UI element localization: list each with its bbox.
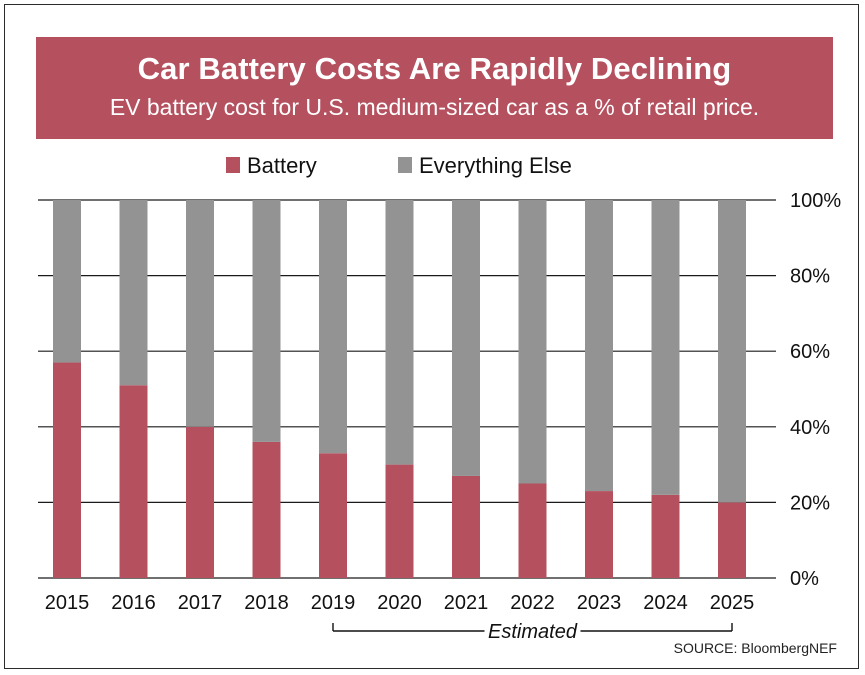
x-tick-label: 2017 xyxy=(178,592,223,614)
bar-everything-else-2020 xyxy=(385,200,414,465)
bar-everything-else-2016 xyxy=(119,200,148,386)
bar-everything-else-2025 xyxy=(718,200,746,503)
bar-battery-2024 xyxy=(651,494,680,578)
title-banner: Car Battery Costs Are Rapidly Declining … xyxy=(36,37,833,139)
bar-battery-2023 xyxy=(585,491,613,578)
bar-battery-2022 xyxy=(518,483,547,578)
bar-everything-else-2023 xyxy=(585,200,613,492)
bar-everything-else-2018 xyxy=(252,200,281,442)
bar-everything-else-2017 xyxy=(186,200,214,427)
chart-title: Car Battery Costs Are Rapidly Declining xyxy=(137,51,732,86)
legend-label-everything-else: Everything Else xyxy=(419,153,572,178)
legend-swatch-battery xyxy=(226,157,240,173)
x-tick-label: 2025 xyxy=(710,592,755,614)
bar-battery-2015 xyxy=(53,362,81,578)
bar-battery-2020 xyxy=(385,464,414,578)
bar-battery-2016 xyxy=(119,385,148,578)
x-tick-label: 2023 xyxy=(577,592,622,614)
y-tick-label: 0% xyxy=(790,568,819,590)
source-note: SOURCE: BloombergNEF xyxy=(673,640,837,656)
bar-everything-else-2022 xyxy=(518,200,547,484)
chart-subtitle: EV battery cost for U.S. medium-sized ca… xyxy=(109,94,760,120)
y-tick-label: 20% xyxy=(790,492,830,514)
bar-everything-else-2024 xyxy=(651,200,680,495)
x-tick-label: 2016 xyxy=(111,592,156,614)
bar-battery-2018 xyxy=(252,441,281,578)
y-tick-label: 80% xyxy=(790,266,830,288)
estimated-label: Estimated xyxy=(488,621,578,643)
y-tick-label: 60% xyxy=(790,341,830,363)
x-tick-label: 2018 xyxy=(244,592,289,614)
bar-battery-2019 xyxy=(319,453,347,578)
bar-battery-2025 xyxy=(718,502,746,578)
x-tick-label: 2022 xyxy=(510,592,555,614)
y-tick-label: 40% xyxy=(790,417,830,439)
bar-battery-2017 xyxy=(186,426,214,578)
bar-everything-else-2021 xyxy=(452,200,480,476)
y-tick-label: 100% xyxy=(790,190,841,212)
bar-everything-else-2019 xyxy=(319,200,347,454)
x-tick-label: 2019 xyxy=(311,592,356,614)
x-tick-label: 2020 xyxy=(377,592,422,614)
x-tick-label: 2015 xyxy=(45,592,90,614)
legend-swatch-everything-else xyxy=(398,157,412,173)
x-tick-label: 2021 xyxy=(444,592,489,614)
bar-battery-2021 xyxy=(452,475,480,578)
legend-label-battery: Battery xyxy=(247,153,317,178)
bar-everything-else-2015 xyxy=(53,200,81,363)
x-tick-label: 2024 xyxy=(643,592,688,614)
